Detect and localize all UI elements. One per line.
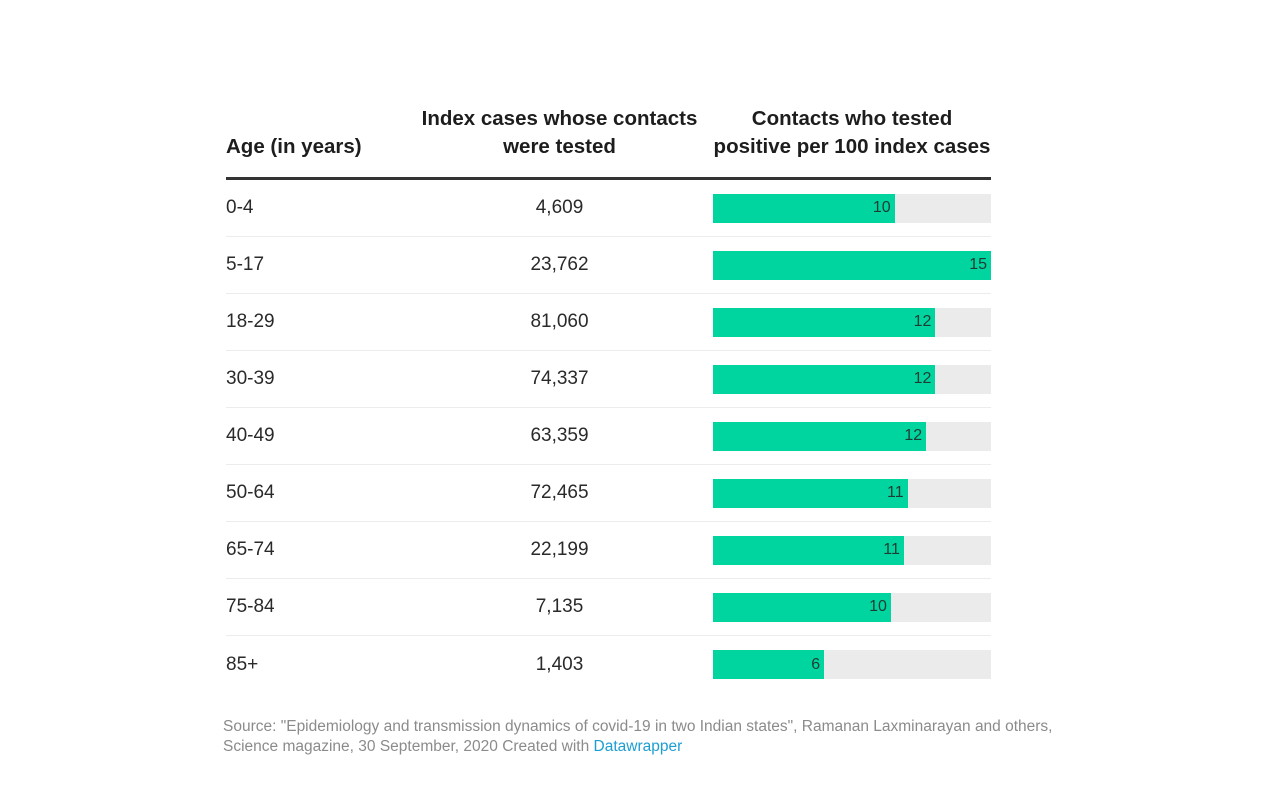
bar-track: 12 <box>713 307 991 337</box>
bar-fill <box>713 478 908 508</box>
bar-track: 12 <box>713 364 991 394</box>
table-row: 65-74 22,199 11 <box>226 522 991 579</box>
index-cases-cell: 63,359 <box>530 425 589 446</box>
bar-track: 10 <box>713 193 991 223</box>
age-cell: 75-84 <box>226 596 275 617</box>
table-row: 18-29 81,060 12 <box>226 294 991 351</box>
bar-fill <box>713 307 936 337</box>
bar-fill <box>713 421 927 451</box>
bar-track: 10 <box>713 592 991 622</box>
age-cell: 85+ <box>226 653 259 675</box>
table-row: 0-4 4,609 10 <box>226 180 991 237</box>
bar-fill <box>713 250 991 280</box>
index-cases-cell: 1,403 <box>535 653 584 675</box>
table-row: 85+ 1,403 6 <box>226 636 991 693</box>
bar-value-label: 12 <box>913 313 932 330</box>
bar-value-label: 12 <box>904 427 923 444</box>
bar-fill <box>713 592 891 622</box>
index-cases-cell: 22,199 <box>530 539 589 560</box>
age-cell: 40-49 <box>226 425 275 446</box>
bar-fill <box>713 364 936 394</box>
bar-track: 15 <box>713 250 991 280</box>
index-cases-cell: 81,060 <box>530 311 589 332</box>
bar-value-label: 15 <box>969 256 987 273</box>
bar-track: 11 <box>713 535 991 565</box>
bar-value-label: 11 <box>883 541 900 558</box>
age-cell: 18-29 <box>226 311 275 332</box>
header-index-cases[interactable]: Index cases whose contacts were tested <box>421 107 698 158</box>
age-cell: 65-74 <box>226 539 275 560</box>
index-cases-cell: 7,135 <box>535 596 584 617</box>
index-cases-cell: 4,609 <box>535 197 584 218</box>
table-row: 30-39 74,337 12 <box>226 351 991 408</box>
table-row: 75-84 7,135 10 <box>226 579 991 636</box>
age-cell: 0-4 <box>226 197 254 218</box>
table-row: 40-49 63,359 12 <box>226 408 991 465</box>
bar-value-label: 10 <box>872 199 891 216</box>
age-cell: 5-17 <box>226 254 265 275</box>
created-with-text: Created with <box>502 737 590 755</box>
bar-fill <box>713 193 895 223</box>
index-cases-cell: 72,465 <box>530 482 589 503</box>
header-positive-rate[interactable]: Contacts who tested positive per 100 ind… <box>713 107 991 158</box>
header-age[interactable]: Age (in years) <box>226 135 362 158</box>
table-row: 5-17 23,762 15 <box>226 237 991 294</box>
datawrapper-link[interactable]: Datawrapper <box>593 737 683 755</box>
index-cases-cell: 74,337 <box>530 368 589 389</box>
bar-track: 12 <box>713 421 991 451</box>
index-cases-cell: 23,762 <box>530 254 589 275</box>
bar-value-label: 12 <box>913 370 932 387</box>
bar-value-label: 6 <box>811 655 821 673</box>
bar-track: 6 <box>713 650 991 679</box>
table-header: Age (in years) Index cases whose contact… <box>226 78 991 180</box>
age-cell: 50-64 <box>226 482 275 503</box>
bar-value-label: 11 <box>886 484 904 501</box>
footer: Source: "Epidemiology and transmission d… <box>223 717 1063 756</box>
bar-fill <box>713 650 825 679</box>
table-row: 50-64 72,465 11 <box>226 465 991 522</box>
bar-value-label: 10 <box>869 598 887 615</box>
data-table: Age (in years) Index cases whose contact… <box>226 78 991 693</box>
bar-fill <box>713 535 904 565</box>
age-cell: 30-39 <box>226 368 275 389</box>
source-note: Source: "Epidemiology and transmission d… <box>223 718 1053 755</box>
bar-track: 11 <box>713 478 991 508</box>
table-body: 0-4 4,609 10 5-17 23,762 15 18-29 81,060 12 30-39… <box>226 180 991 693</box>
